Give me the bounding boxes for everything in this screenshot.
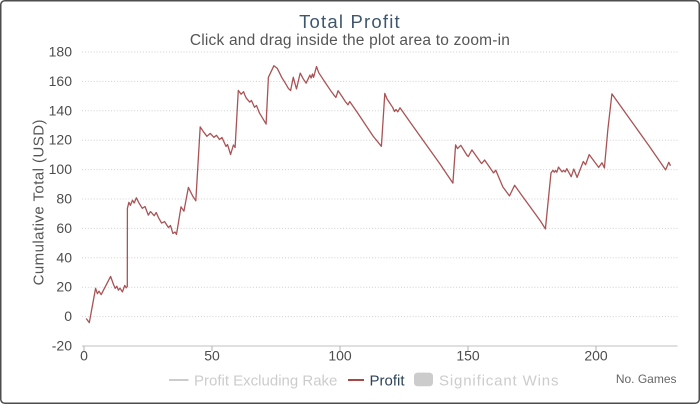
svg-text:180: 180 bbox=[49, 44, 73, 60]
svg-text:50: 50 bbox=[204, 348, 220, 364]
svg-text:Profit Excluding Rake: Profit Excluding Rake bbox=[194, 373, 337, 390]
svg-text:Profit: Profit bbox=[370, 373, 406, 390]
svg-text:No. Games: No. Games bbox=[616, 372, 677, 386]
svg-text:100: 100 bbox=[49, 161, 73, 177]
svg-text:Total Profit: Total Profit bbox=[299, 11, 401, 32]
svg-text:120: 120 bbox=[49, 132, 73, 148]
svg-text:160: 160 bbox=[49, 73, 73, 89]
svg-text:150: 150 bbox=[456, 348, 480, 364]
svg-text:100: 100 bbox=[328, 348, 352, 364]
svg-text:60: 60 bbox=[56, 220, 72, 236]
svg-text:0: 0 bbox=[80, 348, 88, 364]
svg-text:Significant Wins: Significant Wins bbox=[439, 373, 559, 390]
svg-text:-20: -20 bbox=[52, 338, 72, 354]
svg-text:200: 200 bbox=[584, 348, 608, 364]
svg-text:0: 0 bbox=[64, 308, 72, 324]
svg-text:Click and drag inside the plot: Click and drag inside the plot area to z… bbox=[190, 32, 510, 49]
svg-text:20: 20 bbox=[56, 279, 72, 295]
svg-text:140: 140 bbox=[49, 102, 73, 118]
svg-text:Cumulative Total (USD): Cumulative Total (USD) bbox=[31, 119, 48, 285]
svg-text:80: 80 bbox=[56, 191, 72, 207]
svg-text:40: 40 bbox=[56, 249, 72, 265]
